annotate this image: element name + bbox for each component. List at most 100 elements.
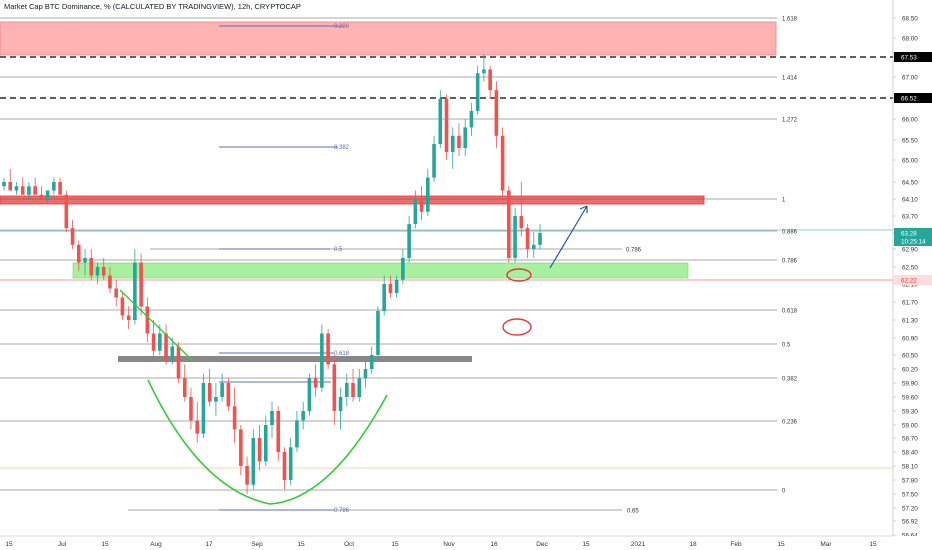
candle-body	[133, 262, 137, 320]
candle-body	[58, 182, 62, 195]
candle-body	[52, 182, 56, 191]
x-tick-label: 15	[582, 541, 590, 548]
y-tick-label: 65.00	[902, 158, 918, 165]
y-tick-label: 60.50	[902, 353, 918, 360]
candle-body	[114, 288, 118, 298]
x-tick-label: Dec	[536, 541, 548, 548]
candle-body	[8, 182, 13, 191]
resistance-zone-mid	[0, 195, 705, 205]
fib-label-right: 1.414	[782, 76, 798, 82]
candle-body	[513, 216, 517, 258]
candle-body	[369, 355, 374, 369]
candle-body	[176, 346, 181, 379]
candle-body	[27, 186, 31, 195]
candles-layer	[2, 54, 542, 494]
fib-label-right: 1.272	[782, 118, 798, 124]
x-tick-label: 15	[391, 541, 399, 548]
candle-body	[145, 306, 150, 334]
countdown-badge-bg	[894, 236, 932, 246]
y-tick-label: 60.90	[902, 336, 918, 343]
candle-body	[64, 194, 69, 229]
fib-label-right: 0.382	[782, 377, 798, 383]
y-tick-label: 62.50	[902, 265, 918, 272]
y-tick-label: 63.70	[902, 214, 918, 221]
candle-body	[226, 383, 231, 407]
candle-body	[70, 228, 75, 245]
red-circle-upper	[506, 268, 532, 282]
fib-label-right: 0.5	[782, 343, 791, 349]
fib-label-right: 0.236	[782, 420, 798, 426]
candle-body	[76, 244, 81, 263]
fib-label-right: 1.618	[782, 17, 798, 23]
x-tick-label: 2021	[631, 541, 646, 548]
candle-body	[525, 228, 530, 249]
candle-body	[39, 194, 44, 199]
candle-body	[432, 144, 436, 178]
candle-body	[270, 411, 274, 425]
candle-body	[232, 406, 237, 430]
x-tick-label: Jul	[58, 541, 67, 548]
candle-body	[45, 190, 50, 199]
y-tick-label: 59.90	[902, 381, 918, 388]
resistance-zone-top	[0, 21, 777, 56]
candle-body	[494, 90, 499, 136]
candle-body	[344, 383, 349, 397]
projection-arrowhead	[579, 205, 588, 213]
candle-body	[313, 378, 318, 388]
candle-body	[388, 284, 393, 293]
x-tick-label: 15	[5, 541, 13, 548]
candle-body	[295, 420, 299, 448]
fib-label-right: 0.786	[782, 259, 798, 265]
dashed-level-badge: 66.52	[901, 96, 917, 103]
candle-body	[507, 190, 511, 258]
candle-body	[407, 224, 411, 258]
blue-fib-label: 0.618	[334, 351, 350, 357]
candle-body	[151, 333, 156, 351]
y-tick-label: 59.00	[902, 423, 918, 430]
countdown-badge: 10:25:14	[901, 239, 926, 246]
candle-body	[33, 186, 37, 195]
red-circle-lower	[502, 318, 532, 336]
y-tick-label: 65.50	[902, 138, 918, 145]
candle-body	[95, 267, 100, 276]
candle-body	[139, 262, 143, 307]
candle-body	[170, 346, 175, 360]
candle-body	[450, 135, 455, 152]
fib-label-mid: 0.786	[626, 248, 642, 254]
x-tick-label: 15	[777, 541, 785, 548]
fib-label-right: 0.886	[782, 230, 798, 236]
blue-fib-label: 0.786	[334, 508, 350, 514]
y-tick-label: 58.10	[902, 464, 918, 471]
candle-body	[482, 69, 486, 74]
candle-body	[394, 279, 399, 293]
candle-body	[457, 135, 461, 148]
y-tick-label: 61.70	[902, 300, 918, 307]
dashed-level-badge-bg	[894, 93, 932, 103]
y-tick-label: 58.40	[902, 450, 918, 457]
blue-fib-label: 0.5	[334, 247, 343, 253]
green-trendline	[119, 289, 193, 361]
candle-body	[195, 420, 200, 434]
candle-body	[182, 378, 187, 397]
candle-body	[382, 284, 386, 311]
y-tick-label: 68.50	[902, 16, 918, 23]
y-tick-label: 57.80	[902, 478, 918, 485]
candle-body	[201, 383, 206, 434]
blue-fib-label: 0.382	[334, 145, 350, 151]
candle-body	[531, 244, 536, 249]
x-tick-label: 18	[689, 541, 697, 548]
last-price-badge: 63.28	[901, 231, 917, 238]
chart-title: Market Cap BTC Dominance, % (CALCULATED …	[4, 2, 301, 11]
blue-fib-label: 0.236	[334, 24, 350, 30]
y-tick-label: 60.20	[902, 367, 918, 374]
candle-body	[351, 383, 355, 397]
last-price-badge-bg	[894, 228, 932, 238]
candle-body	[426, 177, 430, 212]
candle-body	[469, 110, 474, 128]
y-tick-label: 62.90	[902, 247, 918, 254]
x-axis-bg	[0, 536, 932, 550]
candle-body	[220, 383, 224, 397]
candle-body	[444, 98, 449, 152]
y-tick-label: 56.92	[902, 519, 918, 526]
